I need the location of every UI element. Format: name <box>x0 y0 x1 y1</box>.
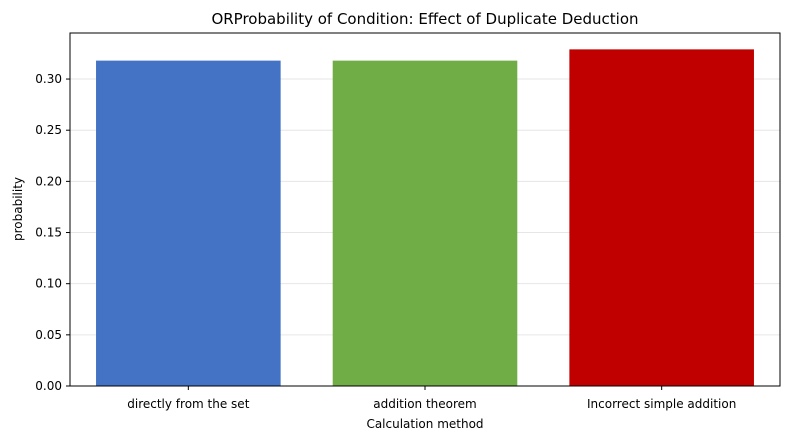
y-tick-label: 0.05 <box>35 328 62 342</box>
x-tick-label: directly from the set <box>127 397 249 411</box>
y-tick-label: 0.20 <box>35 174 62 188</box>
bar <box>96 60 281 386</box>
x-tick-label: addition theorem <box>373 397 477 411</box>
y-tick-label: 0.10 <box>35 277 62 291</box>
y-axis-ticks: 0.00 0.05 0.10 0.15 0.20 0.25 0.30 <box>35 72 70 393</box>
y-axis-label: probability <box>11 177 25 241</box>
x-axis-label: Calculation method <box>366 417 483 431</box>
y-tick-label: 0.30 <box>35 72 62 86</box>
bar <box>332 60 518 386</box>
y-tick-label: 0.25 <box>35 123 62 137</box>
bars <box>96 49 754 387</box>
chart-title: ORProbability of Condition: Effect of Du… <box>211 10 638 28</box>
bar <box>569 49 754 387</box>
y-tick-label: 0.00 <box>35 379 62 393</box>
x-tick-label: Incorrect simple addition <box>587 397 736 411</box>
x-axis-ticks: directly from the set addition theorem Inc… <box>127 386 736 411</box>
y-tick-label: 0.15 <box>35 226 62 240</box>
